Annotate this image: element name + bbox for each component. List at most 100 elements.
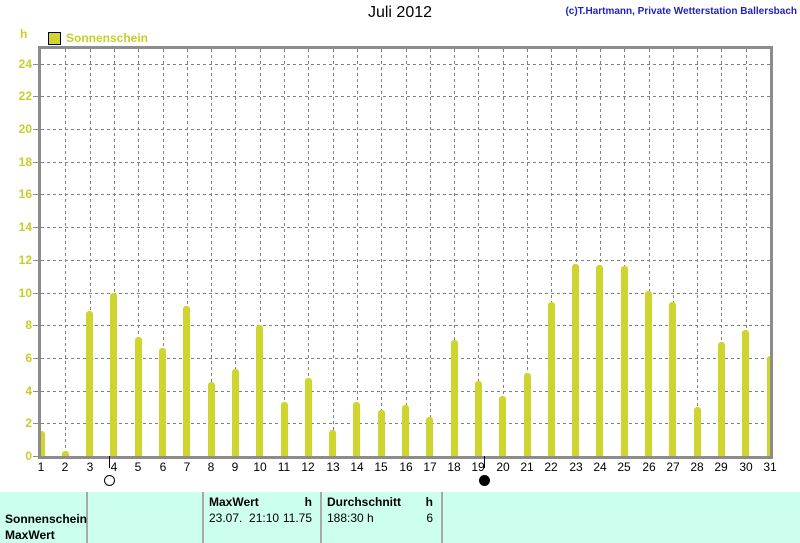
- summary-empty-cell: [88, 492, 204, 543]
- gridline-v-day-8: [211, 49, 212, 456]
- bar-day-10: [256, 325, 263, 456]
- maxwert-header: MaxWert: [209, 495, 259, 509]
- x-tick-label-6: 6: [159, 460, 167, 474]
- y-tick-label-20: 20: [18, 122, 32, 137]
- bar-day-21: [524, 373, 531, 456]
- bar-day-27: [669, 302, 676, 456]
- gridline-h-12: [41, 259, 770, 261]
- gridline-v-day-11: [284, 49, 285, 456]
- y-tick-label-14: 14: [18, 220, 32, 235]
- y-tick-mark-18: [33, 161, 38, 163]
- summary-table: Sonnenschein MaxWert MaxWert h 23.07. 21…: [0, 492, 800, 543]
- full-moon-marker-tick: [109, 456, 110, 468]
- bar-day-11: [281, 402, 288, 456]
- gridline-h-20: [41, 129, 770, 131]
- bar-day-5: [135, 337, 142, 456]
- x-tick-label-15: 15: [374, 460, 388, 474]
- x-tick-label-25: 25: [617, 460, 631, 474]
- gridline-h-16: [41, 194, 770, 196]
- x-tick-label-22: 22: [544, 460, 558, 474]
- gridline-v-day-7: [187, 49, 188, 456]
- chart-plot-area: [38, 46, 773, 459]
- gridline-v-day-26: [649, 49, 650, 456]
- gridline-v-day-24: [600, 49, 601, 456]
- gridline-v-day-22: [551, 49, 552, 456]
- y-tick-mark-20: [33, 129, 38, 131]
- bar-day-19: [475, 381, 482, 456]
- gridline-v-day-18: [454, 49, 455, 456]
- y-tick-mark-24: [33, 63, 38, 65]
- y-tick-label-2: 2: [25, 416, 32, 431]
- bar-day-18: [451, 340, 458, 456]
- gridline-v-day-3: [90, 49, 91, 456]
- new-moon-marker-tick: [484, 456, 485, 468]
- x-tick-label-12: 12: [301, 460, 315, 474]
- legend-label: Sonnenschein: [66, 31, 149, 45]
- bar-day-28: [694, 407, 701, 456]
- gridline-h-18: [41, 161, 770, 163]
- gridline-v-day-9: [235, 49, 236, 456]
- bar-day-6: [159, 348, 166, 456]
- chart-plot-inner: [41, 49, 770, 456]
- y-tick-mark-0: [33, 456, 38, 457]
- x-tick-label-13: 13: [326, 460, 340, 474]
- x-tick-label-28: 28: [690, 460, 704, 474]
- durchschnitt-hours: 6: [426, 511, 433, 525]
- x-tick-label-9: 9: [231, 460, 239, 474]
- summary-series-name: Sonnenschein: [5, 512, 88, 526]
- x-tick-label-7: 7: [183, 460, 191, 474]
- x-tick-label-1: 1: [37, 460, 45, 474]
- x-tick-label-26: 26: [642, 460, 656, 474]
- gridline-v-day-15: [381, 49, 382, 456]
- y-tick-mark-8: [33, 325, 38, 327]
- bar-day-14: [353, 402, 360, 456]
- summary-series-cell: Sonnenschein MaxWert: [0, 492, 88, 543]
- page-title: Juli 2012: [367, 4, 433, 21]
- x-tick-label-4: 4: [110, 460, 118, 474]
- y-tick-label-10: 10: [18, 285, 32, 300]
- bar-day-4: [110, 293, 117, 456]
- bar-day-17: [426, 417, 433, 456]
- y-tick-mark-10: [33, 292, 38, 294]
- y-tick-mark-22: [33, 96, 38, 98]
- durchschnitt-unit: h: [425, 495, 433, 509]
- x-tick-label-8: 8: [207, 460, 215, 474]
- x-tick-label-31: 31: [763, 460, 777, 474]
- bar-day-31: [767, 356, 770, 456]
- bar-day-3: [86, 311, 93, 456]
- y-tick-mark-12: [33, 259, 38, 261]
- x-tick-label-21: 21: [520, 460, 534, 474]
- y-axis-unit-label: h: [20, 27, 28, 41]
- bar-day-12: [305, 378, 312, 456]
- bar-day-25: [621, 266, 628, 456]
- bar-day-24: [596, 265, 603, 456]
- x-tick-label-18: 18: [447, 460, 461, 474]
- gridline-h-6: [41, 357, 770, 359]
- y-tick-label-24: 24: [18, 56, 32, 71]
- gridline-h-22: [41, 96, 770, 98]
- x-tick-label-24: 24: [593, 460, 607, 474]
- x-tick-label-23: 23: [569, 460, 583, 474]
- x-axis: 1 2 3 4 5 6 7 8 9 10 11 12 13 14 15 16 17 18 19 20 21 22 23 24 2…: [38, 461, 778, 477]
- bar-day-29: [718, 342, 725, 456]
- bar-day-16: [402, 405, 409, 456]
- x-tick-label-17: 17: [423, 460, 437, 474]
- bar-day-7: [183, 306, 190, 456]
- gridline-v-day-20: [503, 49, 504, 456]
- gridline-v-day-16: [406, 49, 407, 456]
- gridline-v-day-21: [527, 49, 528, 456]
- gridline-v-day-14: [357, 49, 358, 456]
- bar-day-8: [208, 382, 215, 456]
- y-tick-mark-14: [33, 227, 38, 229]
- x-tick-label-20: 20: [496, 460, 510, 474]
- y-tick-label-18: 18: [18, 154, 32, 169]
- gridline-v-day-29: [721, 49, 722, 456]
- bar-day-22: [548, 302, 555, 456]
- copyright-text: (c)T.Hartmann, Private Wetterstation Bal…: [565, 6, 797, 17]
- y-tick-label-22: 22: [18, 89, 32, 104]
- y-tick-mark-4: [33, 390, 38, 392]
- y-axis: 0 2 4 6 8 10 12 14 16 18 20 22 24: [0, 46, 38, 462]
- gridline-v-day-5: [138, 49, 139, 456]
- summary-durchschnitt-cell: Durchschnitt h 188:30 h 6: [322, 492, 443, 543]
- gridline-v-day-12: [308, 49, 309, 456]
